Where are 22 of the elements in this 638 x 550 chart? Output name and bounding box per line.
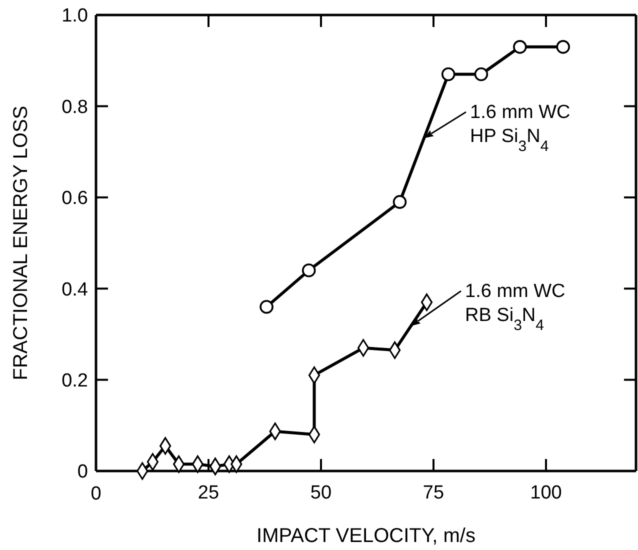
- point: [302, 263, 316, 278]
- y-axis-title: FRACTIONAL ENERGY LOSS: [10, 106, 32, 380]
- point: [260, 300, 274, 314]
- y-tick-label: 0: [77, 462, 88, 483]
- point: [513, 40, 527, 54]
- y-tick-label: 1.0: [62, 6, 88, 27]
- annotation: 1.6 mm WC RB Si$_{3}$N$_{4}$: [465, 281, 571, 334]
- x-tick-label: 0: [90, 483, 102, 504]
- y-tick-label: 0.8: [62, 96, 88, 118]
- x-tick-label: 50: [310, 482, 332, 504]
- x-tick-label: 75: [422, 482, 444, 504]
- annotation: 1.6 mm WC HP Si$_{3}$N$_{4}$: [470, 102, 576, 154]
- point: [441, 67, 456, 82]
- point: [392, 195, 407, 209]
- x-axis-title: IMPACT VELOCITY, m/s: [256, 525, 476, 547]
- x-tick-label: 100: [530, 482, 562, 504]
- y-tick-label: 0.2: [62, 370, 88, 392]
- x-tick-label: 25: [198, 482, 220, 504]
- point: [474, 67, 488, 82]
- y-tick-label: 0.4: [62, 279, 88, 300]
- y-tick-label: 0.6: [62, 188, 88, 210]
- point: [556, 40, 570, 54]
